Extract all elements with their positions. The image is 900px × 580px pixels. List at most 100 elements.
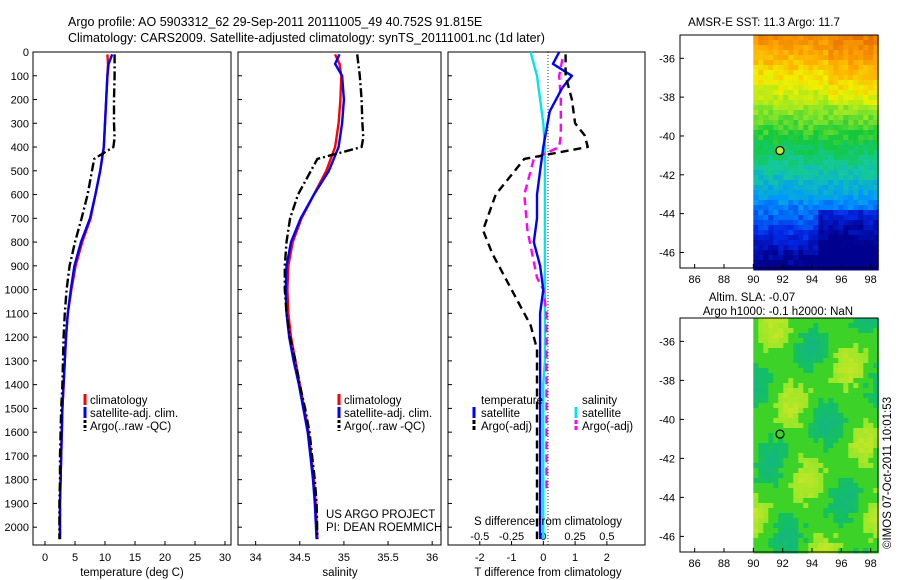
heatmap-cell	[873, 503, 879, 509]
heatmap-cell	[828, 45, 834, 51]
heatmap-cell	[823, 488, 829, 494]
map-y-tick-label: -44	[659, 492, 675, 504]
heatmap-cell	[808, 413, 814, 419]
heatmap-cell	[753, 428, 759, 434]
heatmap-cell	[758, 463, 764, 469]
heatmap-cell	[833, 543, 839, 549]
heatmap-cell	[863, 363, 869, 369]
heatmap-cell	[818, 195, 824, 201]
heatmap-cell	[838, 115, 844, 121]
heatmap-cell	[818, 170, 824, 176]
heatmap-cell	[863, 498, 869, 504]
heatmap-cell	[763, 353, 769, 359]
heatmap-cell	[843, 493, 849, 499]
heatmap-cell	[763, 338, 769, 344]
heatmap-cell	[863, 373, 869, 379]
heatmap-cell	[803, 483, 809, 489]
heatmap-cell	[828, 468, 834, 474]
heatmap-cell	[823, 155, 829, 161]
heatmap-cell	[798, 458, 804, 464]
heatmap-cell	[788, 140, 794, 146]
heatmap-cell	[803, 528, 809, 534]
heatmap-cell	[873, 175, 879, 181]
heatmap-cell	[783, 423, 789, 429]
heatmap-cell	[768, 353, 774, 359]
heatmap-cell	[818, 383, 824, 389]
map-y-tick-label: -46	[659, 247, 675, 259]
heatmap-cell	[783, 190, 789, 196]
heatmap-cell	[798, 493, 804, 499]
heatmap-cell	[818, 155, 824, 161]
heatmap-cell	[798, 468, 804, 474]
heatmap-cell	[813, 190, 819, 196]
heatmap-cell	[758, 398, 764, 404]
heatmap-cell	[783, 323, 789, 329]
heatmap-cell	[798, 483, 804, 489]
temperature-panel: 0100200300400500600700800900100011001200…	[5, 47, 452, 579]
heatmap-cell	[823, 413, 829, 419]
heatmap-cell	[873, 100, 879, 106]
heatmap-cell	[778, 55, 784, 61]
heatmap-cell	[813, 448, 819, 454]
heatmap-cell	[813, 403, 819, 409]
heatmap-cell	[798, 538, 804, 544]
heatmap-cell	[843, 328, 849, 334]
heatmap-cell	[813, 488, 819, 494]
heatmap-cell	[858, 110, 864, 116]
heatmap-cell	[823, 100, 829, 106]
heatmap-cell	[753, 363, 759, 369]
heatmap-cell	[763, 115, 769, 121]
heatmap-cell	[778, 75, 784, 81]
heatmap-cell	[813, 483, 819, 489]
heatmap-cell	[828, 458, 834, 464]
heatmap-cell	[793, 498, 799, 504]
heatmap-cell	[838, 413, 844, 419]
heatmap-cell	[808, 230, 814, 236]
heatmap-cell	[853, 328, 859, 334]
heatmap-cell	[813, 443, 819, 449]
heatmap-cell	[838, 155, 844, 161]
heatmap-cell	[753, 408, 759, 414]
heatmap-cell	[778, 358, 784, 364]
heatmap-cell	[768, 220, 774, 226]
heatmap-cell	[873, 200, 879, 206]
heatmap-cell	[783, 453, 789, 459]
heatmap-cell	[773, 388, 779, 394]
heatmap-cell	[838, 403, 844, 409]
heatmap-cell	[763, 215, 769, 221]
heatmap-cell	[843, 185, 849, 191]
heatmap-cell	[753, 50, 759, 56]
heatmap-cell	[763, 543, 769, 549]
map-x-tick-label: 86	[689, 558, 701, 570]
heatmap-cell	[828, 95, 834, 101]
heatmap-cell	[763, 393, 769, 399]
heatmap-cell	[753, 488, 759, 494]
heatmap-cell	[848, 255, 854, 261]
heatmap-cell	[783, 533, 789, 539]
heatmap-cell	[813, 333, 819, 339]
heatmap-cell	[768, 418, 774, 424]
heatmap-cell	[828, 383, 834, 389]
heatmap-cell	[838, 140, 844, 146]
heatmap-cell	[843, 353, 849, 359]
y-tick-label: 900	[11, 261, 29, 273]
heatmap-cell	[838, 498, 844, 504]
heatmap-cell	[813, 533, 819, 539]
credit-line2: PI: DEAN ROEMMICH	[326, 522, 442, 534]
heatmap-cell	[813, 378, 819, 384]
heatmap-cell	[803, 338, 809, 344]
heatmap-cell	[833, 150, 839, 156]
map-y-tick-label: -40	[659, 414, 675, 426]
heatmap-cell	[813, 318, 819, 324]
heatmap-cell	[843, 523, 849, 529]
heatmap-cell	[793, 518, 799, 524]
heatmap-cell	[808, 433, 814, 439]
heatmap-cell	[783, 225, 789, 231]
heatmap-cell	[793, 230, 799, 236]
legend-label-t-argo: Argo(-adj)	[481, 421, 532, 433]
heatmap-cell	[793, 240, 799, 246]
heatmap-cell	[863, 50, 869, 56]
heatmap-cell	[823, 250, 829, 256]
heatmap-cell	[813, 95, 819, 101]
heatmap-cell	[833, 458, 839, 464]
